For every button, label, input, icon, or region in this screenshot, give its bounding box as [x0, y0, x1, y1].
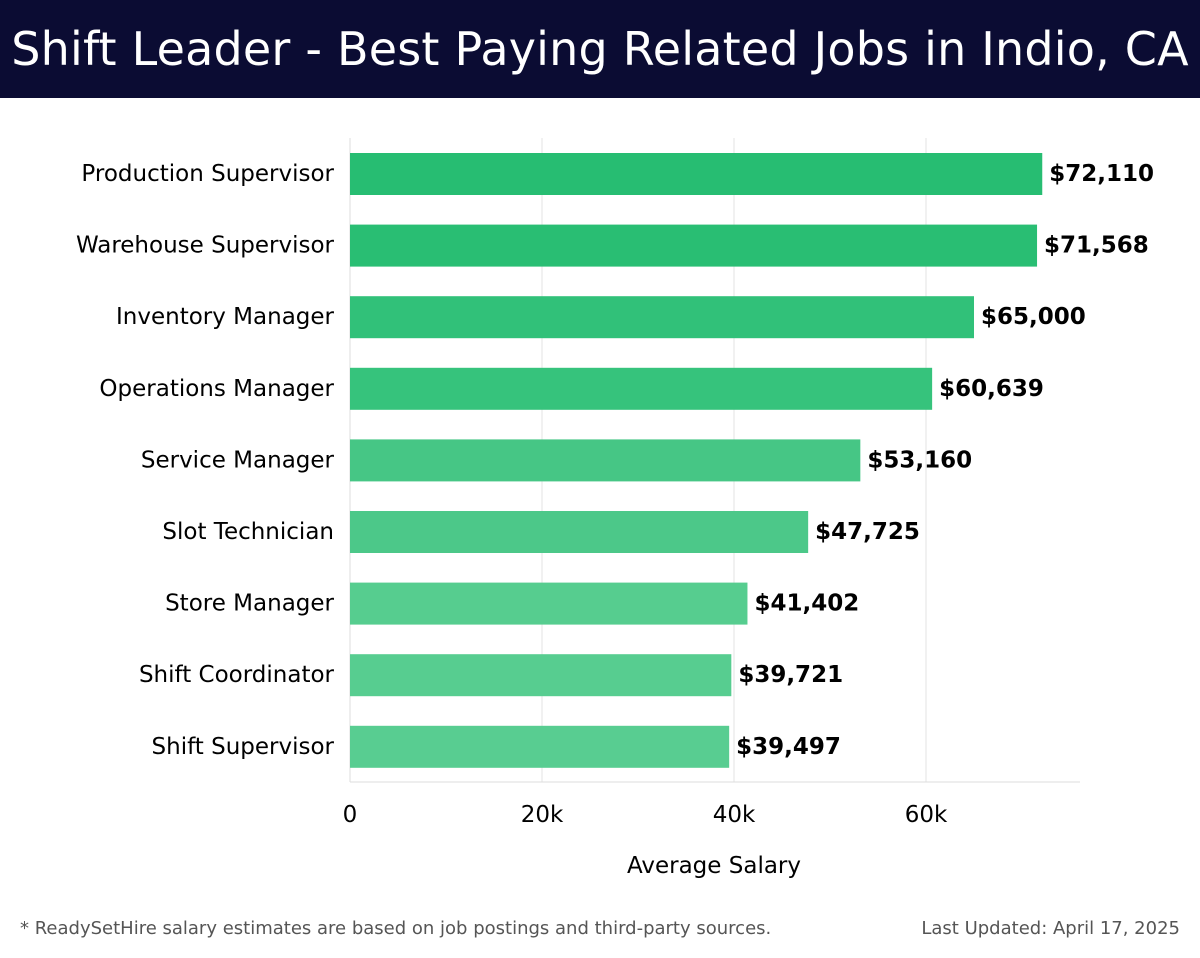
value-label: $47,725 — [815, 519, 920, 545]
bar-production-supervisor — [350, 153, 1043, 195]
bar-operations-manager — [350, 367, 933, 410]
bar-inventory-manager — [350, 296, 974, 339]
value-label: $71,568 — [1044, 233, 1149, 259]
category-label: Operations Manager — [99, 376, 334, 402]
value-label: $41,402 — [754, 591, 859, 617]
bar-shift-supervisor — [350, 725, 730, 768]
x-axis-title: Average Salary — [627, 853, 801, 879]
x-tick-labels: 0 20k 40k 60k — [343, 802, 948, 828]
bar-slot-technician — [350, 511, 809, 553]
bars — [350, 153, 1043, 768]
category-label: Shift Supervisor — [152, 734, 335, 760]
value-label: $65,000 — [981, 304, 1086, 330]
category-labels: Production Supervisor Warehouse Superviso… — [76, 161, 335, 760]
last-updated: Last Updated: April 17, 2025 — [921, 918, 1180, 939]
value-labels: $72,110 $71,568 $65,000 $60,639 $53,160 $47,7… — [736, 161, 1154, 760]
header-banner: Shift Leader - Best Paying Related Jobs … — [0, 0, 1200, 98]
bar-store-manager — [350, 582, 748, 625]
category-label: Store Manager — [165, 591, 334, 617]
bar-shift-coordinator — [350, 654, 732, 697]
value-label: $39,721 — [738, 662, 843, 688]
category-label: Warehouse Supervisor — [76, 233, 335, 259]
bar-warehouse-supervisor — [350, 224, 1038, 267]
category-label: Inventory Manager — [116, 304, 335, 330]
value-label: $53,160 — [867, 447, 972, 473]
bar-service-manager — [350, 439, 861, 482]
x-tick-label: 0 — [343, 802, 358, 828]
value-label: $72,110 — [1049, 161, 1154, 187]
category-label: Slot Technician — [162, 519, 334, 545]
value-label: $60,639 — [939, 376, 1044, 402]
bar-chart: Production Supervisor Warehouse Superviso… — [76, 138, 1154, 879]
category-label: Service Manager — [141, 447, 335, 473]
category-label: Shift Coordinator — [139, 662, 335, 688]
x-tick-label: 60k — [905, 802, 948, 828]
value-label: $39,497 — [736, 734, 841, 760]
x-tick-label: 20k — [521, 802, 564, 828]
page-title: Shift Leader - Best Paying Related Jobs … — [11, 22, 1189, 76]
category-label: Production Supervisor — [81, 161, 334, 187]
footer-note: * ReadySetHire salary estimates are base… — [20, 918, 772, 939]
x-tick-label: 40k — [713, 802, 756, 828]
